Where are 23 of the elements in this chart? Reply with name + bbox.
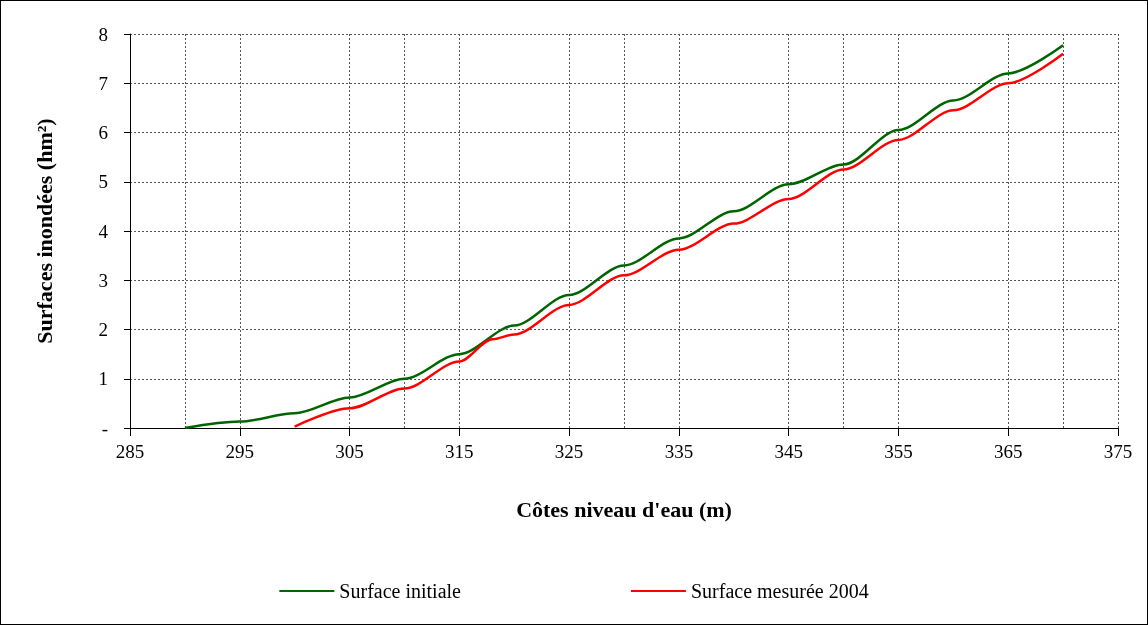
y-tick-label: 1 <box>98 368 108 390</box>
y-tick-label: 6 <box>98 122 108 143</box>
y-tick-label: 5 <box>98 171 108 193</box>
legend-label: Surface initiale <box>339 580 462 602</box>
y-tick-label: 3 <box>98 269 108 291</box>
y-axis-title: Surfaces inondées (hm²) <box>31 118 57 344</box>
x-tick-label: 315 <box>445 441 474 462</box>
y-tick-label: 7 <box>98 72 108 94</box>
x-tick-label: 345 <box>774 441 803 462</box>
x-tick-label: 365 <box>993 441 1023 462</box>
x-tick-label: 335 <box>664 441 694 462</box>
legend-label: Surface mesurée 2004 <box>690 580 869 602</box>
x-tick-label: 305 <box>335 441 364 462</box>
x-tick-label: 295 <box>225 441 255 462</box>
x-tick-label: 325 <box>554 441 584 462</box>
y-tick-label: 2 <box>98 319 108 340</box>
x-tick-label: 375 <box>1103 441 1133 462</box>
y-tick-label: 8 <box>98 23 108 45</box>
x-axis-title: Côtes niveau d'eau (m) <box>516 496 732 522</box>
x-tick-label: 355 <box>884 441 913 462</box>
y-tick-label: 4 <box>98 220 109 242</box>
x-tick-label: 285 <box>115 441 145 462</box>
y-tick-label: - <box>101 417 108 439</box>
